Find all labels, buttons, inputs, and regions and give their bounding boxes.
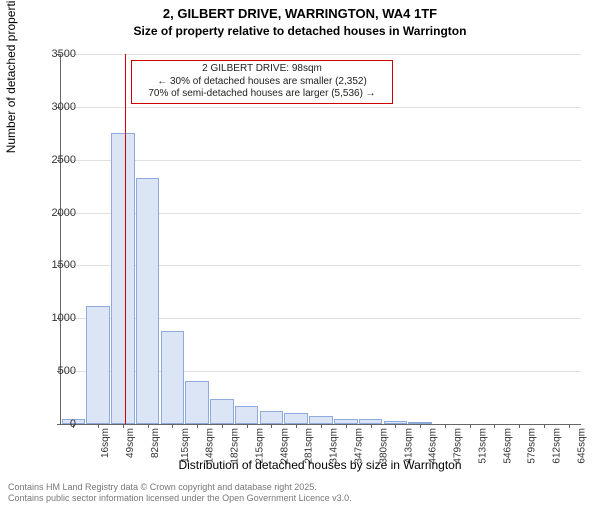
xtick-mark [98,424,99,428]
annotation-line1: 2 GILBERT DRIVE: 98sqm [136,63,388,76]
histogram-bar [185,381,209,424]
xtick-label: 49sqm [125,428,136,458]
chart-title-line1: 2, GILBERT DRIVE, WARRINGTON, WA4 1TF [0,6,600,22]
y-axis-label: Number of detached properties [4,0,18,153]
ytick-label: 0 [40,418,76,430]
xtick-mark [172,424,173,428]
xtick-mark [271,424,272,428]
x-axis-label: Distribution of detached houses by size … [60,458,580,472]
property-marker-line [125,54,126,424]
xtick-mark [544,424,545,428]
xtick-label: 82sqm [150,428,161,458]
xtick-mark [494,424,495,428]
xtick-mark [197,424,198,428]
ytick-label: 2500 [40,154,76,166]
xtick-mark [519,424,520,428]
ytick-label: 3500 [40,48,76,60]
xtick-mark [420,424,421,428]
histogram-bar [235,406,259,424]
chart-title-line2: Size of property relative to detached ho… [0,24,600,38]
gridline [61,107,581,108]
xtick-mark [371,424,372,428]
xtick-label: 16sqm [100,428,111,458]
footer-line2: Contains public sector information licen… [8,493,352,504]
xtick-mark [148,424,149,428]
histogram-bar [136,178,160,424]
xtick-mark [296,424,297,428]
histogram-bar [210,399,234,424]
xtick-mark [445,424,446,428]
annotation-box: 2 GILBERT DRIVE: 98sqm← 30% of detached … [131,60,393,104]
histogram-bar [161,331,185,424]
ytick-label: 3000 [40,101,76,113]
gridline [61,54,581,55]
ytick-label: 500 [40,365,76,377]
annotation-line2: ← 30% of detached houses are smaller (2,… [136,76,388,89]
annotation-line3: 70% of semi-detached houses are larger (… [136,88,388,101]
histogram-bar [86,306,110,424]
ytick-label: 1000 [40,312,76,324]
xtick-mark [247,424,248,428]
footer-attribution: Contains HM Land Registry data © Crown c… [8,482,352,504]
gridline [61,160,581,161]
histogram-bar [309,416,333,424]
histogram-bar [111,133,135,424]
footer-line1: Contains HM Land Registry data © Crown c… [8,482,352,493]
xtick-mark [123,424,124,428]
histogram-bar [260,411,284,424]
plot-area: 16sqm49sqm82sqm115sqm148sqm182sqm215sqm2… [60,54,581,425]
xtick-mark [222,424,223,428]
xtick-mark [470,424,471,428]
histogram-bar [284,413,308,424]
ytick-label: 2000 [40,207,76,219]
xtick-mark [395,424,396,428]
xtick-mark [569,424,570,428]
xtick-mark [321,424,322,428]
ytick-label: 1500 [40,259,76,271]
xtick-mark [346,424,347,428]
